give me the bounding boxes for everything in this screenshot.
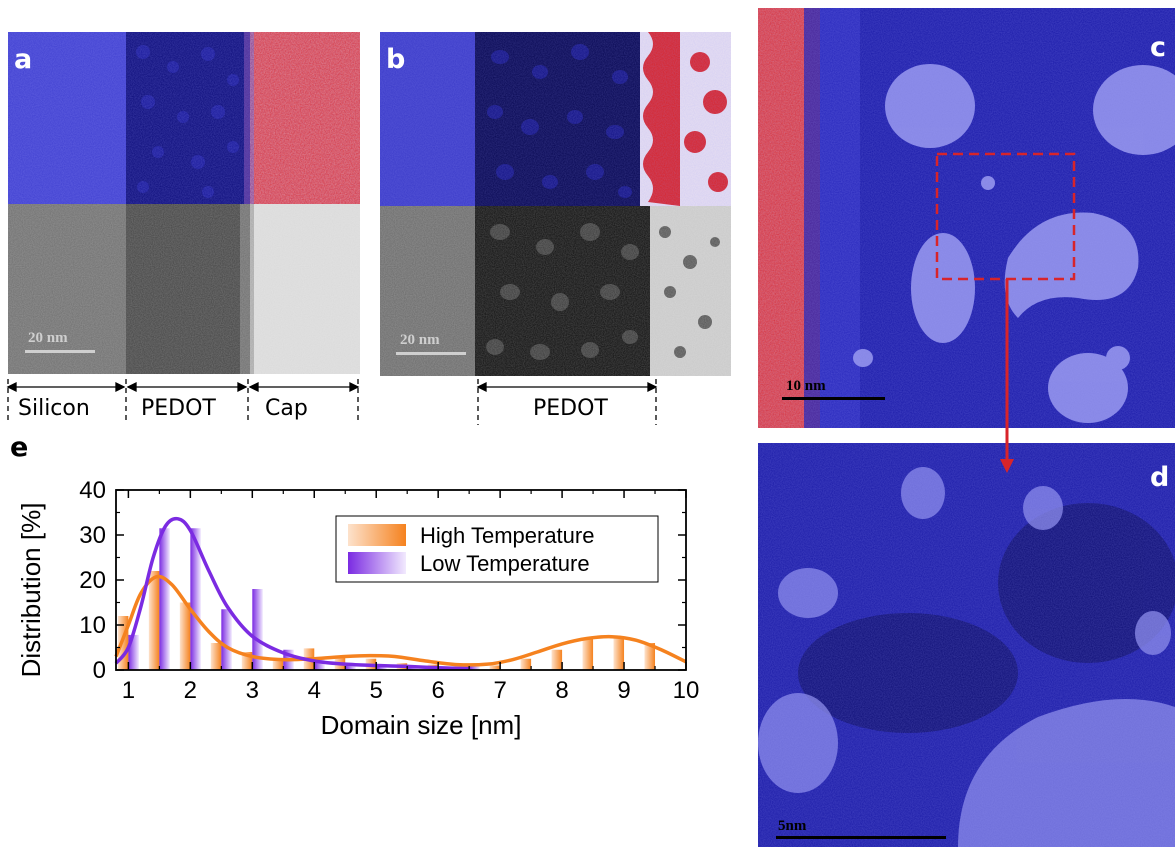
bar-high-2 — [179, 602, 191, 670]
x-axis-label: Domain size [nm] — [321, 710, 522, 740]
panel-b-letter: b — [386, 44, 406, 75]
panel-d-scalebar — [776, 836, 946, 839]
panel-a-region-brackets — [6, 379, 360, 423]
y-tick-label-30: 30 — [79, 522, 106, 549]
y-tick-label-10: 10 — [79, 612, 106, 639]
x-tick-label-8: 8 — [555, 677, 568, 704]
panel-a-micrograph — [8, 32, 360, 374]
panel-b-scalebar — [396, 352, 466, 355]
panel-c-letter: c — [1150, 32, 1167, 63]
panel-b-micrograph — [380, 32, 731, 376]
panel-b-region-bracket — [476, 379, 658, 425]
x-tick-label-7: 7 — [493, 677, 506, 704]
bar-high-5 — [272, 658, 284, 670]
bar-low-1 — [159, 528, 170, 670]
panel-e-letter: e — [10, 432, 29, 463]
legend-label-high: High Temperature — [420, 523, 594, 548]
legend-swatch-high — [348, 524, 406, 546]
panel-c-scalebar-label: 10 nm — [786, 378, 826, 394]
bar-high-4 — [241, 652, 253, 670]
x-tick-label-1: 1 — [122, 677, 135, 704]
region-label-silicon: Silicon — [18, 396, 90, 421]
bar-high-16 — [613, 636, 625, 670]
region-label-pedot-a: PEDOT — [141, 396, 216, 421]
domain-size-chart: 1 2 3 4 5 6 7 8 9 10 0 10 20 30 40 Domain size [nm] Dist… — [16, 477, 700, 740]
bar-low-4 — [252, 589, 263, 670]
bar-low-7 — [345, 663, 356, 670]
bar-high-1 — [148, 571, 160, 670]
bar-high-15 — [582, 638, 594, 670]
bar-low-6 — [314, 658, 325, 670]
zoom-connector-arrow — [1005, 279, 1009, 445]
panel-a-image — [8, 32, 360, 374]
panel-c-scalebar — [782, 397, 885, 400]
x-tick-label-6: 6 — [431, 677, 444, 704]
panel-d-image — [758, 443, 1175, 847]
panel-c-micrograph — [758, 8, 1175, 428]
x-tick-label-4: 4 — [308, 677, 321, 704]
bar-low-0 — [128, 634, 139, 670]
bar-low-11 — [469, 666, 480, 670]
bar-high-13 — [520, 658, 532, 670]
panel-c-image — [758, 8, 1175, 428]
y-tick-label-0: 0 — [93, 657, 106, 684]
bar-high-17 — [644, 643, 656, 670]
y-tick-label-40: 40 — [79, 477, 106, 504]
panel-b-scalebar-label: 20 nm — [400, 332, 440, 348]
panel-d-scalebar-label: 5nm — [778, 818, 807, 834]
panel-d-micrograph — [758, 443, 1175, 847]
x-tick-label-5: 5 — [370, 677, 383, 704]
region-label-cap: Cap — [265, 396, 308, 421]
panel-d-letter: d — [1150, 462, 1170, 493]
y-axis-label: Distribution [%] — [16, 503, 46, 678]
bar-high-3 — [210, 643, 222, 670]
x-tick-label-2: 2 — [184, 677, 197, 704]
panel-a-scalebar — [25, 350, 95, 353]
bar-low-3 — [221, 609, 232, 670]
panel-a-letter: a — [14, 44, 33, 75]
fit-curve-low — [114, 516, 470, 671]
x-tick-label-9: 9 — [617, 677, 630, 704]
panel-b-image — [380, 32, 731, 376]
legend-label-low: Low Temperature — [420, 551, 590, 576]
x-tick-label-10: 10 — [673, 677, 700, 704]
bar-low-2 — [190, 528, 201, 670]
region-label-pedot-b: PEDOT — [533, 396, 608, 421]
y-tick-label-20: 20 — [79, 567, 106, 594]
fit-curve-high — [114, 574, 687, 667]
bar-high-14 — [551, 649, 563, 670]
bar-high-12 — [489, 665, 501, 670]
legend-swatch-low — [348, 552, 406, 574]
panel-a-scalebar-label: 20 nm — [28, 330, 68, 346]
x-tick-label-3: 3 — [246, 677, 259, 704]
